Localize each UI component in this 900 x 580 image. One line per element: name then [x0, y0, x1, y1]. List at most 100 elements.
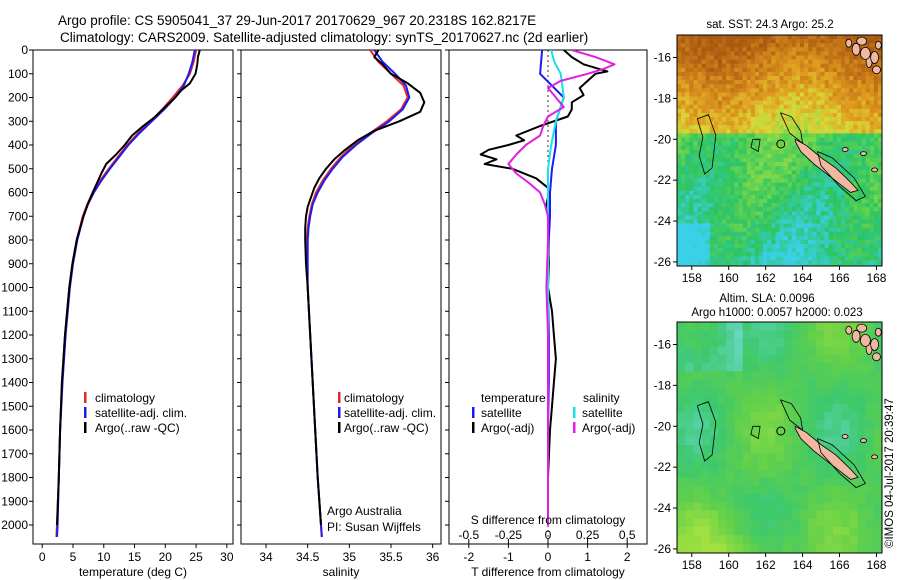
argo-float-marker [776, 139, 786, 149]
heat-cell [812, 178, 817, 183]
heat-cell [783, 244, 788, 249]
heat-cell [775, 153, 780, 159]
heat-cell [705, 39, 711, 44]
heat-cell [877, 92, 882, 97]
heat-cell [824, 256, 829, 261]
lat-tick-label: -22 [654, 460, 672, 474]
heat-cell [824, 248, 829, 253]
heat-cell [820, 153, 825, 159]
heat-cell [791, 100, 797, 105]
heat-cell [808, 182, 813, 187]
heat-cell [820, 199, 825, 204]
heat-cell [857, 121, 862, 126]
lon-tick-label: 166 [830, 271, 850, 285]
heat-cell [836, 104, 842, 110]
heat-cell [718, 174, 723, 179]
heat-cell [877, 125, 882, 130]
heat-cell [771, 137, 776, 142]
heat-cell [689, 153, 694, 159]
heat-cell [775, 518, 784, 528]
heat-cell [804, 76, 809, 81]
heat-cell [709, 63, 715, 69]
heat-cell [742, 227, 747, 233]
heat-cell [787, 80, 793, 85]
heat-cell [718, 543, 727, 552]
heat-cell [816, 551, 825, 553]
heat-cell [742, 39, 747, 44]
heat-cell [734, 149, 739, 155]
heat-cell [775, 260, 780, 265]
heat-cell [759, 219, 764, 224]
heat-cell [709, 137, 715, 142]
heat-cell [800, 494, 809, 503]
heat-cell [750, 162, 756, 167]
heat-cell [763, 108, 768, 114]
heat-cell [742, 445, 752, 454]
heat-cell [763, 137, 768, 142]
heat-cell [832, 182, 838, 187]
heat-cell [795, 39, 801, 44]
heat-cell [685, 186, 690, 192]
heat-cell [820, 178, 825, 183]
heat-cell [832, 145, 838, 151]
heat-cell [726, 240, 731, 245]
heat-cell [804, 231, 809, 237]
heat-cell [697, 178, 702, 183]
heat-cell [816, 186, 821, 192]
heat-cell [865, 379, 875, 388]
heat-cell [677, 379, 686, 388]
heat-cell [709, 502, 719, 511]
heat-cell [689, 88, 694, 93]
heat-cell [693, 153, 698, 159]
heat-cell [685, 203, 690, 208]
heat-cell [726, 100, 731, 105]
lon-tick-label: 162 [756, 271, 776, 285]
heat-cell [804, 35, 809, 40]
heat-cell [730, 207, 735, 212]
heat-cell [693, 207, 698, 212]
heat-cell [738, 199, 743, 204]
heat-cell [742, 551, 752, 553]
heat-cell [726, 207, 731, 212]
heat-cell [771, 129, 776, 134]
heat-cell [824, 178, 829, 183]
heat-cell [726, 153, 731, 159]
heat-cell [718, 420, 727, 429]
heat-cell [754, 51, 760, 56]
heat-cell [849, 231, 854, 237]
heat-cell [865, 387, 875, 397]
heat-cell [693, 240, 698, 245]
heat-cell [845, 137, 850, 142]
heat-cell [746, 55, 752, 60]
heat-cell [783, 420, 793, 429]
heat-cell [783, 264, 788, 266]
heat-cell [771, 43, 776, 48]
heat-cell [750, 158, 756, 163]
heat-cell [750, 260, 756, 265]
heat-cell [685, 71, 690, 77]
heat-cell [816, 133, 821, 138]
heat-cell [759, 551, 768, 553]
heat-cell [705, 47, 711, 52]
heat-cell [795, 55, 801, 60]
heat-cell [795, 145, 801, 151]
heat-cell [783, 445, 793, 454]
heat-cell [877, 55, 882, 60]
heat-cell [865, 43, 870, 48]
heat-cell [693, 104, 698, 110]
heat-cell [828, 100, 834, 105]
heat-cell [759, 190, 764, 196]
heat-cell [783, 149, 788, 155]
heat-cell [800, 445, 809, 454]
heat-cell [841, 194, 846, 200]
heat-cell [685, 133, 690, 138]
heat-cell [701, 84, 706, 89]
heat-cell [685, 108, 690, 114]
heat-cell [730, 256, 735, 261]
legend-s-satellite: satellite [582, 406, 623, 420]
heat-cell [677, 527, 686, 536]
heat-cell [824, 71, 829, 77]
heat-cell [750, 88, 756, 93]
heat-cell [841, 80, 846, 85]
lon-tick-label: 160 [719, 271, 739, 285]
